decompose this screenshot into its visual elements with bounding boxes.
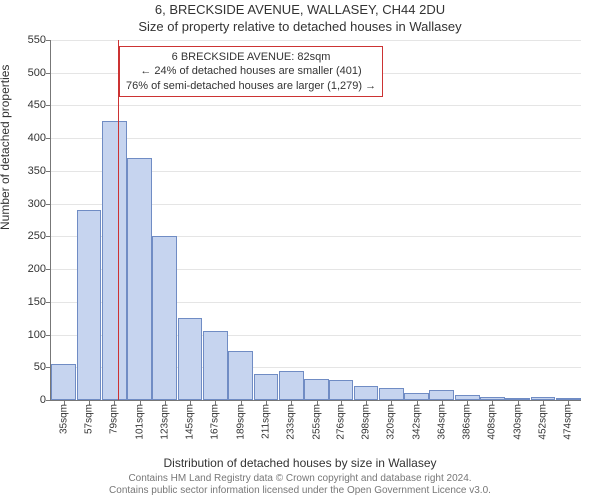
- license-text: Contains HM Land Registry data © Crown c…: [0, 473, 600, 497]
- annotation-box: 6 BRECKSIDE AVENUE: 82sqm← 24% of detach…: [119, 46, 383, 97]
- ytick-mark: [46, 335, 51, 336]
- ytick-label: 550: [28, 34, 46, 46]
- ytick-mark: [46, 73, 51, 74]
- ytick-label: 500: [28, 67, 46, 79]
- ytick-mark: [46, 367, 51, 368]
- xtick-label: 298sqm: [361, 404, 372, 440]
- xtick-label: 342sqm: [411, 404, 422, 440]
- histogram-bar: [178, 318, 203, 400]
- histogram-bar: [228, 351, 253, 400]
- histogram-bar: [429, 390, 454, 400]
- xtick-label: 123sqm: [159, 404, 170, 440]
- chart-title-line1: 6, BRECKSIDE AVENUE, WALLASEY, CH44 2DU: [0, 2, 600, 17]
- ytick-mark: [46, 302, 51, 303]
- xtick-label: 386sqm: [462, 404, 473, 440]
- xtick-label: 145sqm: [185, 404, 196, 440]
- histogram-bar: [304, 379, 329, 400]
- ytick-mark: [46, 138, 51, 139]
- y-axis-label: Number of detached properties: [0, 65, 12, 230]
- xtick-label: 233sqm: [286, 404, 297, 440]
- ytick-mark: [46, 400, 51, 401]
- ytick-label: 350: [28, 165, 46, 177]
- ytick-label: 300: [28, 198, 46, 210]
- histogram-bar: [379, 388, 404, 400]
- histogram-bar: [77, 210, 102, 400]
- ytick-mark: [46, 236, 51, 237]
- x-axis-label: Distribution of detached houses by size …: [0, 456, 600, 470]
- histogram-bar: [127, 158, 152, 400]
- chart-title-line2: Size of property relative to detached ho…: [0, 19, 600, 34]
- xtick-label: 35sqm: [58, 404, 69, 434]
- annotation-line1: 6 BRECKSIDE AVENUE: 82sqm: [126, 50, 376, 64]
- ytick-label: 200: [28, 263, 46, 275]
- ytick-mark: [46, 171, 51, 172]
- histogram-bar: [152, 236, 177, 400]
- xtick-label: 452sqm: [538, 404, 549, 440]
- annotation-line2: ← 24% of detached houses are smaller (40…: [126, 64, 376, 78]
- xtick-label: 79sqm: [109, 404, 120, 434]
- gridline: [51, 40, 581, 41]
- xtick-label: 430sqm: [512, 404, 523, 440]
- histogram-bar: [279, 371, 304, 400]
- histogram-bar: [354, 386, 379, 400]
- histogram-bar: [51, 364, 76, 400]
- xtick-label: 101sqm: [134, 404, 145, 440]
- ytick-label: 250: [28, 230, 46, 242]
- xtick-label: 167sqm: [210, 404, 221, 440]
- xtick-label: 211sqm: [260, 404, 271, 439]
- ytick-label: 50: [34, 361, 46, 373]
- histogram-bar: [203, 331, 228, 400]
- annotation-line3: 76% of semi-detached houses are larger (…: [126, 79, 376, 93]
- plot-area: 05010015020025030035040045050055035sqm57…: [50, 40, 581, 401]
- ytick-mark: [46, 269, 51, 270]
- xtick-label: 408sqm: [487, 404, 498, 440]
- xtick-label: 364sqm: [436, 404, 447, 440]
- gridline: [51, 138, 581, 139]
- ytick-label: 100: [28, 329, 46, 341]
- ytick-label: 150: [28, 296, 46, 308]
- ytick-mark: [46, 105, 51, 106]
- histogram-bar: [102, 121, 127, 400]
- xtick-label: 57sqm: [83, 404, 94, 434]
- ytick-label: 450: [28, 99, 46, 111]
- xtick-label: 276sqm: [335, 404, 346, 440]
- ytick-mark: [46, 40, 51, 41]
- xtick-label: 474sqm: [563, 404, 574, 440]
- license-line2: Contains public sector information licen…: [109, 485, 491, 496]
- xtick-label: 320sqm: [386, 404, 397, 440]
- ytick-label: 400: [28, 132, 46, 144]
- gridline: [51, 105, 581, 106]
- license-line1: Contains HM Land Registry data © Crown c…: [128, 473, 471, 484]
- ytick-label: 0: [40, 394, 46, 406]
- histogram-bar: [254, 374, 279, 400]
- ytick-mark: [46, 204, 51, 205]
- xtick-label: 255sqm: [311, 404, 322, 440]
- chart-container: 6, BRECKSIDE AVENUE, WALLASEY, CH44 2DU …: [0, 0, 600, 500]
- xtick-label: 189sqm: [235, 404, 246, 440]
- histogram-bar: [329, 380, 353, 400]
